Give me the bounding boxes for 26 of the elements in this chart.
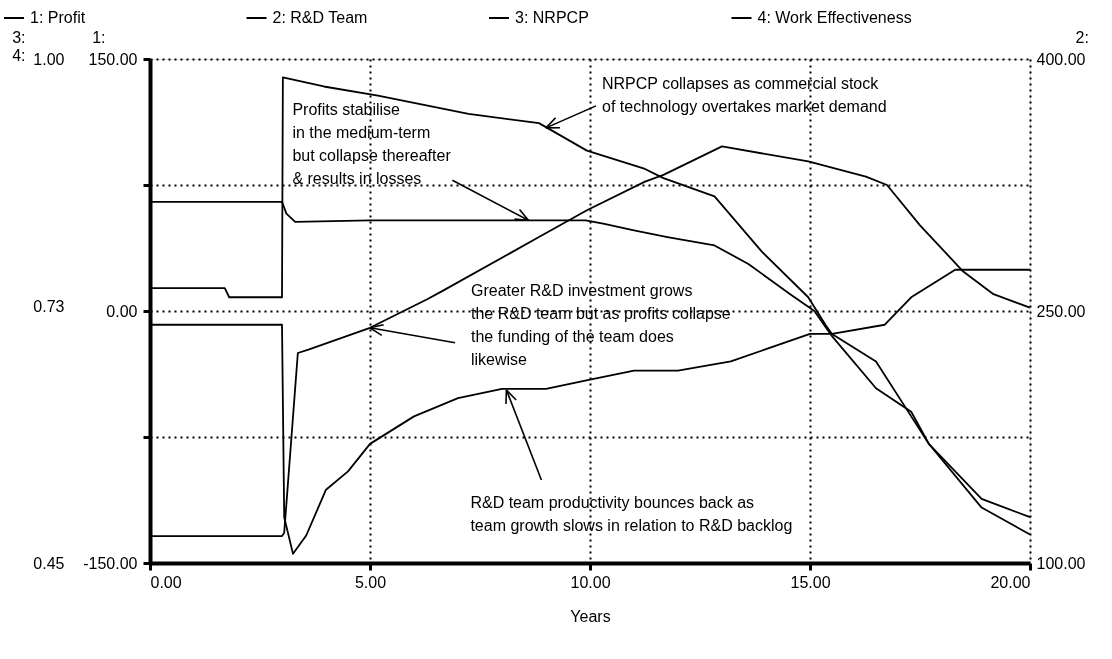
x-tick-label: 10.00 — [570, 573, 611, 591]
y-tick-label: -150.00 — [83, 554, 138, 572]
y2-axis-title: 2: — [1075, 28, 1089, 46]
annotation: Profits stabilise in the medium-term but collapse thereafter & results in losses — [292, 101, 452, 188]
annotation: R&D team productivity bounces back as team growth slows in relation to R&D backlog — [470, 493, 793, 534]
x-tick-label: 5.00 — [354, 573, 387, 591]
y-axis-title: 1: — [92, 28, 106, 46]
legend-label: 2: R&D Team — [272, 9, 368, 26]
x-tick-label: 15.00 — [790, 573, 831, 591]
annotation: NRPCP collapses as commercial stock of technology overtakes market demand — [602, 74, 887, 115]
legend-label: 3: NRPCP — [515, 9, 589, 26]
y-tick-label: 150.00 — [88, 50, 138, 68]
y2-tick-label: 250.00 — [1036, 302, 1086, 320]
y2-tick-label: 100.00 — [1036, 554, 1086, 572]
y3-tick-label: 1.00 — [33, 50, 65, 68]
y-tick-label: 0.00 — [106, 302, 138, 320]
y3-tick-label: 0.73 — [33, 297, 65, 315]
y3-tick-label: 0.45 — [33, 554, 65, 572]
y3-axis-title: 3: 4: — [12, 28, 26, 64]
legend-label: 1: Profit — [30, 9, 86, 26]
x-axis-title: Years — [570, 607, 611, 625]
x-tick-label: 0.00 — [150, 573, 182, 591]
annotation: Greater R&D investment grows the R&D team but as profits collapse the funding of the team does likewise — [471, 281, 731, 368]
y2-tick-label: 400.00 — [1036, 50, 1086, 68]
x-tick-label: 20.00 — [990, 573, 1031, 591]
legend-label: 4: Work Effectiveness — [757, 9, 912, 26]
